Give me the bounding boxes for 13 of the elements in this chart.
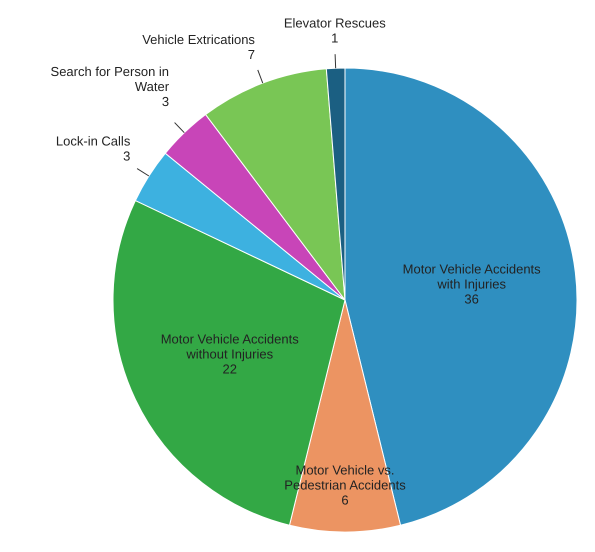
data-label: 3: [162, 94, 170, 109]
data-label: 36: [464, 292, 479, 307]
data-label: 3: [123, 148, 130, 164]
data-label: 7: [248, 47, 255, 62]
data-label: 1: [331, 30, 338, 46]
slice-label: Vehicle Extrications: [142, 32, 256, 48]
slice-label: Elevator Rescues: [284, 16, 386, 31]
slice-label: Motor Vehicle Accidents with Injuries: [402, 262, 542, 292]
slice-label: Search for Person in Water: [50, 64, 170, 94]
data-label: 6: [341, 492, 349, 508]
slice-label: Lock-in Calls: [56, 134, 131, 149]
data-label: 22: [222, 362, 237, 377]
slice-label: Motor Vehicle Accidents without Injuries: [160, 332, 300, 362]
